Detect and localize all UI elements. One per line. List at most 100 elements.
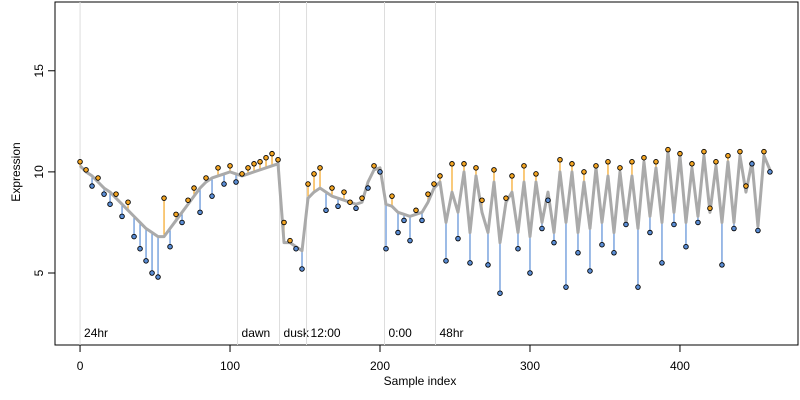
y-axis-label: Expression <box>9 142 23 201</box>
point <box>431 181 437 187</box>
point <box>197 209 203 216</box>
x-tick-label: 100 <box>220 359 240 373</box>
event-label: dawn <box>242 326 271 340</box>
point <box>623 221 629 228</box>
point <box>125 199 131 205</box>
point <box>593 163 599 169</box>
point <box>389 193 395 199</box>
event-label: dusk <box>284 326 310 340</box>
point <box>761 148 767 155</box>
point <box>239 171 245 177</box>
point <box>497 290 503 296</box>
point <box>485 262 491 268</box>
point <box>419 217 425 224</box>
point <box>653 159 659 165</box>
point <box>137 245 143 252</box>
point <box>629 159 635 165</box>
point <box>155 274 161 280</box>
point <box>293 245 299 252</box>
point <box>467 260 473 266</box>
y-tick-label: 15 <box>32 64 46 78</box>
point <box>113 191 119 197</box>
point <box>173 211 179 218</box>
event-label: 48hr <box>439 326 463 340</box>
point <box>443 258 449 264</box>
point <box>83 167 89 173</box>
point <box>731 225 737 232</box>
point <box>191 185 197 191</box>
point <box>353 205 359 212</box>
point <box>707 205 713 212</box>
point <box>683 243 689 250</box>
point <box>365 185 371 191</box>
y-tick-label: 10 <box>32 165 46 179</box>
point <box>677 150 683 157</box>
point <box>491 167 497 173</box>
point <box>587 268 593 274</box>
point <box>209 193 215 199</box>
event-label: 12:00 <box>311 326 341 340</box>
point <box>581 169 587 175</box>
point <box>641 154 647 161</box>
point <box>551 239 557 246</box>
point <box>611 250 617 256</box>
point <box>563 284 569 290</box>
point <box>119 213 125 220</box>
point <box>521 163 527 169</box>
point <box>647 229 653 236</box>
point <box>77 159 83 165</box>
point <box>635 284 641 290</box>
point <box>311 171 317 177</box>
point <box>767 169 773 175</box>
point <box>461 161 467 167</box>
point <box>719 262 725 268</box>
point <box>221 181 227 187</box>
point <box>383 245 389 252</box>
point <box>227 163 233 169</box>
point <box>503 195 509 201</box>
point <box>749 161 755 167</box>
point <box>659 260 665 266</box>
point <box>401 217 407 224</box>
point <box>287 237 293 244</box>
x-axis-label: Sample index <box>384 374 457 388</box>
x-tick-label: 300 <box>520 359 540 373</box>
point <box>149 270 155 276</box>
x-tick-label: 200 <box>370 359 390 373</box>
plot-frame <box>54 1 799 346</box>
point <box>215 165 221 171</box>
point <box>377 169 383 175</box>
point <box>671 221 677 228</box>
point <box>473 165 479 171</box>
point <box>167 243 173 250</box>
point <box>605 159 611 165</box>
point <box>413 207 419 214</box>
point <box>395 229 401 236</box>
point <box>179 219 185 226</box>
point <box>323 207 329 214</box>
point <box>341 189 347 195</box>
point <box>263 154 269 161</box>
point <box>701 148 707 155</box>
point <box>359 195 365 201</box>
point <box>725 152 731 159</box>
point <box>101 191 107 197</box>
point <box>437 173 443 179</box>
point <box>275 156 281 163</box>
y-tick-label: 5 <box>32 269 46 276</box>
point <box>107 201 113 207</box>
point <box>527 270 533 276</box>
point <box>509 173 515 179</box>
point <box>89 183 95 189</box>
point <box>479 197 485 203</box>
point <box>257 159 263 165</box>
point <box>449 161 455 167</box>
point <box>743 183 749 189</box>
point <box>335 203 341 210</box>
point <box>161 195 167 201</box>
point <box>455 235 461 242</box>
point <box>95 175 101 181</box>
point <box>533 171 539 177</box>
point <box>689 161 695 167</box>
